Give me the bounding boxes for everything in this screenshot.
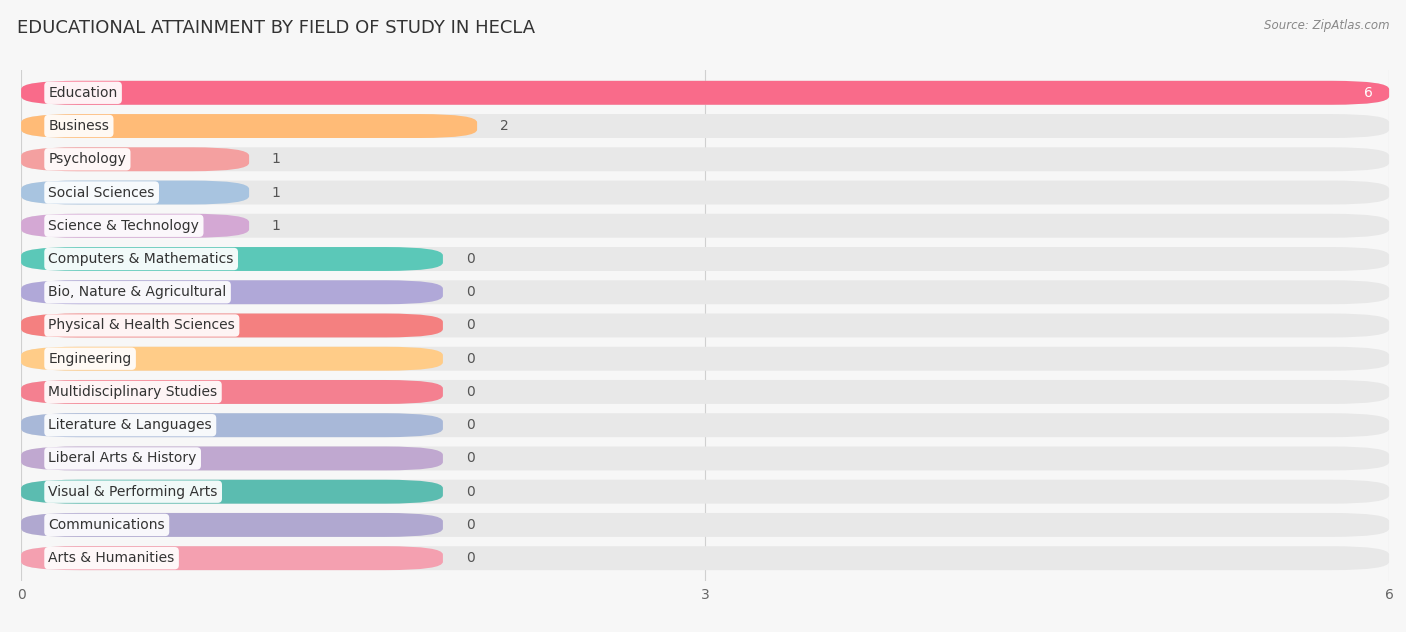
- Text: 0: 0: [465, 485, 474, 499]
- FancyBboxPatch shape: [21, 147, 249, 171]
- Text: 1: 1: [271, 152, 281, 166]
- Text: Multidisciplinary Studies: Multidisciplinary Studies: [48, 385, 218, 399]
- Text: 0: 0: [465, 352, 474, 366]
- Text: Physical & Health Sciences: Physical & Health Sciences: [48, 319, 235, 332]
- Text: 2: 2: [501, 119, 509, 133]
- FancyBboxPatch shape: [21, 214, 1389, 238]
- Text: 0: 0: [465, 418, 474, 432]
- FancyBboxPatch shape: [21, 181, 249, 205]
- Text: 1: 1: [271, 219, 281, 233]
- Text: Computers & Mathematics: Computers & Mathematics: [48, 252, 233, 266]
- FancyBboxPatch shape: [21, 380, 443, 404]
- Text: 6: 6: [1364, 86, 1374, 100]
- Text: 1: 1: [271, 186, 281, 200]
- Text: Psychology: Psychology: [48, 152, 127, 166]
- FancyBboxPatch shape: [21, 413, 443, 437]
- Text: Business: Business: [48, 119, 110, 133]
- FancyBboxPatch shape: [21, 347, 443, 371]
- Text: Literature & Languages: Literature & Languages: [48, 418, 212, 432]
- FancyBboxPatch shape: [21, 280, 1389, 304]
- FancyBboxPatch shape: [21, 247, 443, 271]
- Text: Source: ZipAtlas.com: Source: ZipAtlas.com: [1264, 19, 1389, 32]
- FancyBboxPatch shape: [21, 480, 1389, 504]
- Text: Engineering: Engineering: [48, 352, 132, 366]
- Text: Science & Technology: Science & Technology: [48, 219, 200, 233]
- FancyBboxPatch shape: [21, 81, 1389, 105]
- FancyBboxPatch shape: [21, 81, 1389, 105]
- Text: Visual & Performing Arts: Visual & Performing Arts: [48, 485, 218, 499]
- Text: 0: 0: [465, 285, 474, 299]
- Text: EDUCATIONAL ATTAINMENT BY FIELD OF STUDY IN HECLA: EDUCATIONAL ATTAINMENT BY FIELD OF STUDY…: [17, 19, 536, 37]
- FancyBboxPatch shape: [21, 114, 477, 138]
- FancyBboxPatch shape: [21, 181, 1389, 205]
- Text: Bio, Nature & Agricultural: Bio, Nature & Agricultural: [48, 285, 226, 299]
- FancyBboxPatch shape: [21, 480, 443, 504]
- FancyBboxPatch shape: [21, 313, 443, 337]
- Text: Arts & Humanities: Arts & Humanities: [48, 551, 174, 565]
- FancyBboxPatch shape: [21, 513, 1389, 537]
- Text: 0: 0: [465, 451, 474, 465]
- FancyBboxPatch shape: [21, 247, 1389, 271]
- Text: Liberal Arts & History: Liberal Arts & History: [48, 451, 197, 465]
- Text: Social Sciences: Social Sciences: [48, 186, 155, 200]
- FancyBboxPatch shape: [21, 380, 1389, 404]
- FancyBboxPatch shape: [21, 446, 1389, 470]
- FancyBboxPatch shape: [21, 280, 443, 304]
- FancyBboxPatch shape: [21, 114, 1389, 138]
- FancyBboxPatch shape: [21, 546, 443, 570]
- FancyBboxPatch shape: [21, 347, 1389, 371]
- Text: 0: 0: [465, 551, 474, 565]
- Text: 0: 0: [465, 518, 474, 532]
- FancyBboxPatch shape: [21, 313, 1389, 337]
- FancyBboxPatch shape: [21, 147, 1389, 171]
- FancyBboxPatch shape: [21, 446, 443, 470]
- FancyBboxPatch shape: [21, 413, 1389, 437]
- Text: 0: 0: [465, 319, 474, 332]
- Text: 0: 0: [465, 252, 474, 266]
- Text: Communications: Communications: [48, 518, 165, 532]
- FancyBboxPatch shape: [21, 513, 443, 537]
- FancyBboxPatch shape: [21, 546, 1389, 570]
- Text: Education: Education: [48, 86, 118, 100]
- Text: 0: 0: [465, 385, 474, 399]
- FancyBboxPatch shape: [21, 214, 249, 238]
